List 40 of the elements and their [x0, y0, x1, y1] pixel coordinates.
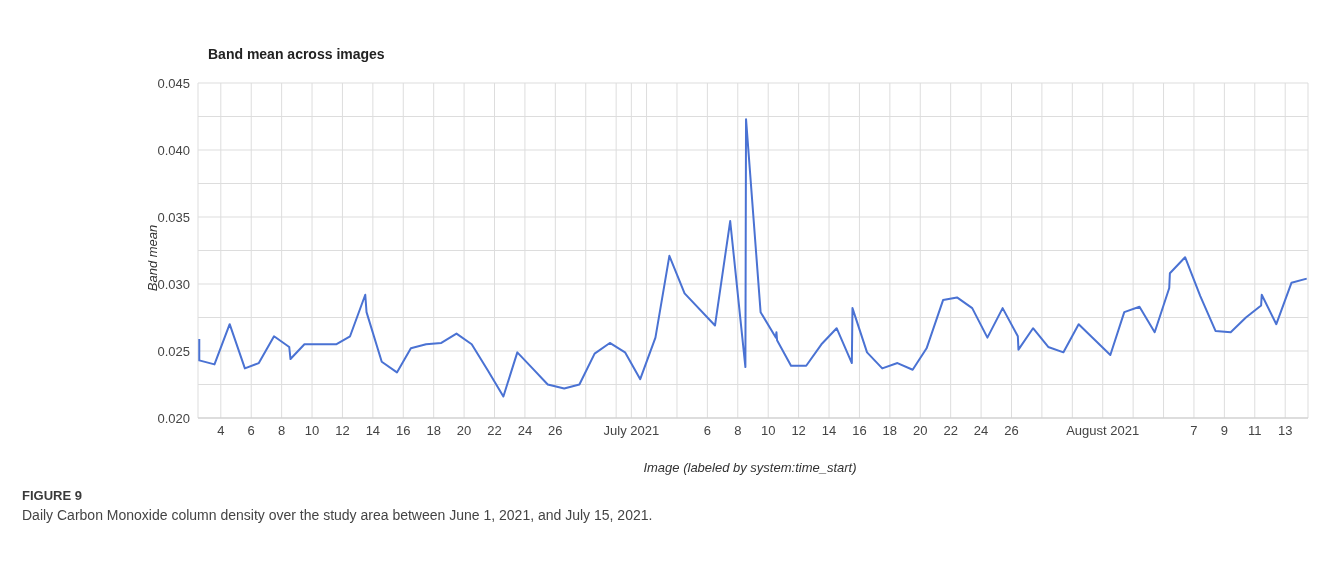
text: Daily Carbon Monoxide column density over the study area between June 1, 2021, and July 15, 2021.	[22, 507, 654, 523]
x-tick-label: 22	[487, 423, 502, 439]
x-tick-label: 18	[426, 423, 441, 439]
x-tick-label: 14	[365, 423, 381, 439]
x-tick-label: 16	[852, 423, 867, 439]
x-tick-label: 18	[882, 423, 898, 439]
x-tick-label: 10	[760, 423, 776, 439]
x-tick-label: 20	[456, 423, 472, 439]
y-tick-label: 0.025	[157, 343, 190, 359]
x-tick-label: 20	[913, 423, 928, 439]
x-tick-label: 26	[548, 423, 563, 439]
x-tick-label: July 2021	[603, 423, 660, 439]
x-tick-label: 16	[396, 423, 411, 439]
x-axis-title: Image (labeled by system:time_start)	[642, 460, 858, 475]
x-tick-label: 12	[791, 423, 806, 439]
y-tick-label: 0.035	[157, 209, 190, 225]
x-tick-label: 10	[304, 423, 320, 439]
x-tick-label: August 2021	[1066, 423, 1140, 439]
x-tick-label: 24	[517, 423, 533, 439]
x-tick-label: 6	[247, 423, 255, 439]
x-tick-label: 6	[703, 423, 711, 439]
caption: FIGURE 9	[22, 488, 83, 503]
x-tick-label: 9	[1220, 423, 1228, 439]
x-tick-label: 14	[821, 423, 837, 439]
x-tick-label: 7	[1190, 423, 1198, 439]
y-tick-label: 0.020	[157, 410, 190, 426]
x-tick-label: 4	[217, 423, 225, 439]
chart-title: Band mean across images	[208, 46, 385, 62]
y-tick-label: 0.030	[157, 276, 190, 292]
x-tick-label: 13	[1277, 423, 1293, 439]
x-tick-label: 26	[1004, 423, 1019, 439]
x-tick-label: 8	[278, 423, 286, 439]
x-tick-label: 11	[1248, 423, 1262, 439]
x-tick-label: 22	[943, 423, 958, 439]
x-tick-label: 24	[973, 423, 989, 439]
y-tick-label: 0.040	[157, 142, 190, 158]
x-tick-label: 12	[335, 423, 350, 439]
x-tick-label: 8	[734, 423, 742, 439]
line-series	[198, 118, 1308, 398]
y-tick-label: 0.045	[157, 75, 190, 91]
